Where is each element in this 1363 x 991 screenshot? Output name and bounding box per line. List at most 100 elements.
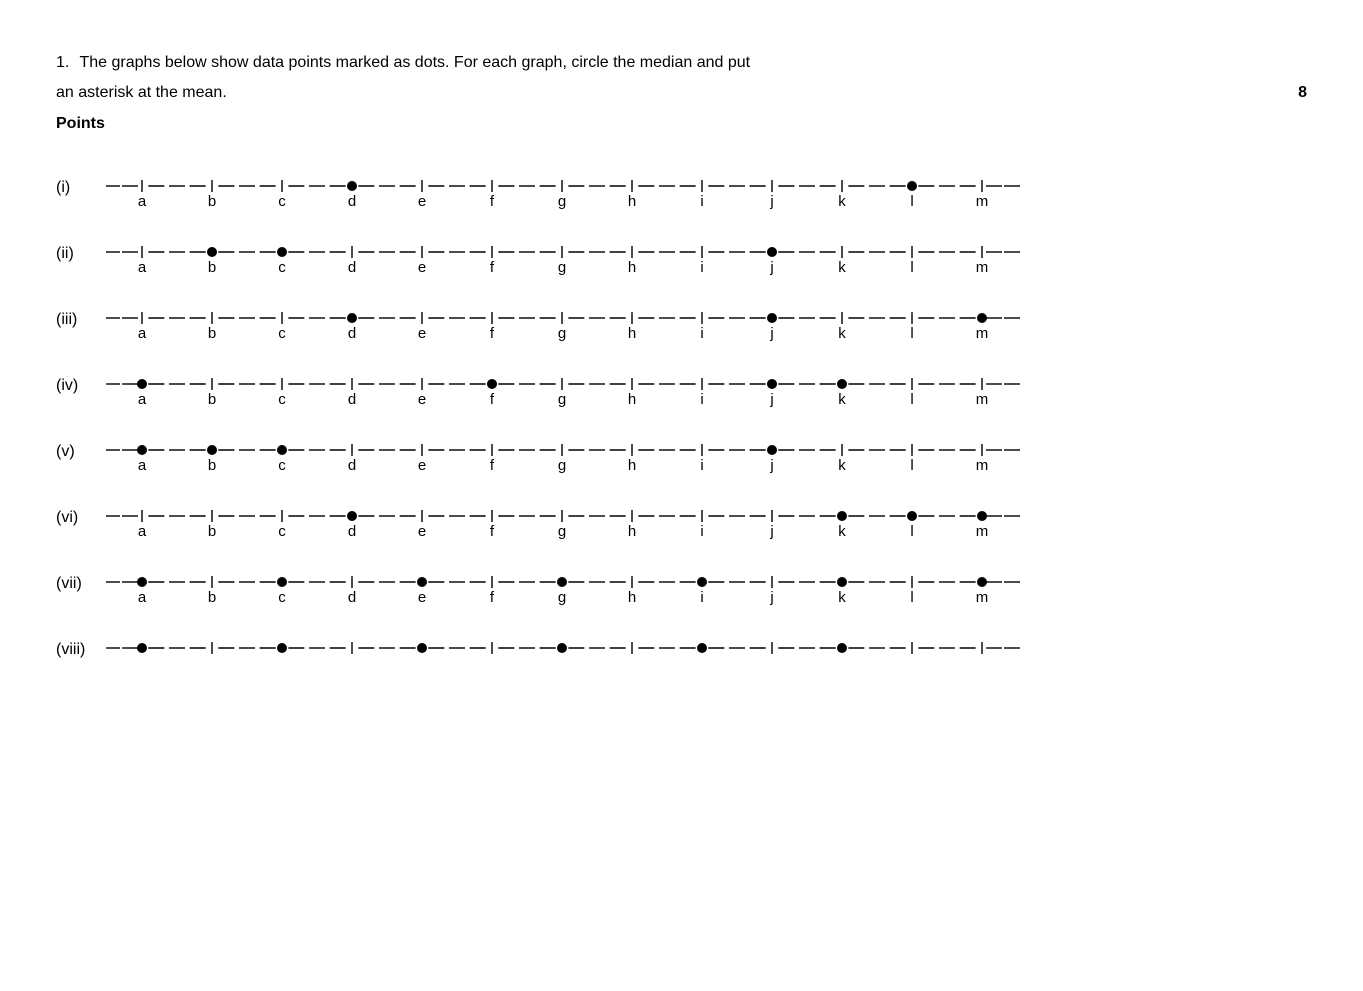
- tick-label: d: [348, 325, 356, 342]
- number-line: [106, 179, 1026, 193]
- tick-label: d: [348, 391, 356, 408]
- data-dot: [837, 511, 847, 521]
- graph-row: (viii): [56, 641, 1307, 659]
- graph-roman-label: (v): [56, 443, 106, 461]
- number-line: [106, 443, 1026, 457]
- tick-label: e: [418, 391, 426, 408]
- tick-label: j: [770, 259, 773, 276]
- tick-label: a: [138, 457, 146, 474]
- number-line: [106, 641, 1026, 655]
- tick-label: i: [700, 391, 703, 408]
- tick-label: j: [770, 457, 773, 474]
- tick-label: c: [278, 457, 286, 474]
- tick-label: e: [418, 589, 426, 606]
- tick-label: i: [700, 457, 703, 474]
- question-text-line1: The graphs below show data points marked…: [80, 54, 751, 71]
- graph-roman-label: (iv): [56, 377, 106, 395]
- tick-label: b: [208, 391, 216, 408]
- data-dot: [347, 511, 357, 521]
- data-dot: [907, 181, 917, 191]
- tick-label: g: [558, 325, 566, 342]
- tick-label: a: [138, 523, 146, 540]
- tick-label: k: [838, 589, 846, 606]
- data-dot: [977, 313, 987, 323]
- tick-label: h: [628, 193, 636, 210]
- axis-labels: abcdefghijklm: [106, 325, 1026, 345]
- axis-labels: abcdefghijklm: [106, 457, 1026, 477]
- data-dot: [767, 379, 777, 389]
- tick-label: a: [138, 589, 146, 606]
- tick-label: b: [208, 193, 216, 210]
- tick-label: l: [910, 391, 913, 408]
- data-dot: [557, 643, 567, 653]
- tick-label: b: [208, 325, 216, 342]
- tick-label: c: [278, 523, 286, 540]
- tick-label: a: [138, 325, 146, 342]
- tick-label: i: [700, 259, 703, 276]
- tick-label: b: [208, 259, 216, 276]
- data-dot: [417, 577, 427, 587]
- tick-label: d: [348, 193, 356, 210]
- tick-label: m: [976, 259, 989, 276]
- tick-label: h: [628, 589, 636, 606]
- data-dot: [347, 181, 357, 191]
- tick-label: l: [910, 523, 913, 540]
- data-dot: [487, 379, 497, 389]
- tick-label: c: [278, 391, 286, 408]
- tick-label: f: [490, 325, 494, 342]
- data-dot: [137, 643, 147, 653]
- tick-label: k: [838, 457, 846, 474]
- tick-label: a: [138, 193, 146, 210]
- tick-label: k: [838, 391, 846, 408]
- data-dot: [977, 511, 987, 521]
- data-dot: [347, 313, 357, 323]
- tick-label: j: [770, 391, 773, 408]
- graph-roman-label: (viii): [56, 641, 106, 659]
- tick-label: h: [628, 325, 636, 342]
- tick-label: h: [628, 391, 636, 408]
- data-dot: [277, 643, 287, 653]
- number-line: [106, 575, 1026, 589]
- tick-label: i: [700, 325, 703, 342]
- tick-label: l: [910, 259, 913, 276]
- tick-label: m: [976, 193, 989, 210]
- data-dot: [137, 445, 147, 455]
- graphs-container: (i)abcdefghijklm(ii)abcdefghijklm(iii)ab…: [56, 179, 1307, 659]
- data-dot: [767, 313, 777, 323]
- axis-labels: abcdefghijklm: [106, 391, 1026, 411]
- axis-wrap: abcdefghijklm: [106, 575, 1026, 589]
- graph-row: (iv)abcdefghijklm: [56, 377, 1307, 395]
- data-dot: [417, 643, 427, 653]
- number-line: [106, 377, 1026, 391]
- number-line: [106, 311, 1026, 325]
- tick-label: k: [838, 259, 846, 276]
- axis-labels: abcdefghijklm: [106, 259, 1026, 279]
- tick-label: f: [490, 589, 494, 606]
- tick-label: f: [490, 457, 494, 474]
- data-dot: [277, 247, 287, 257]
- data-dot: [207, 445, 217, 455]
- axis-wrap: abcdefghijklm: [106, 443, 1026, 457]
- tick-label: i: [700, 523, 703, 540]
- graph-roman-label: (vii): [56, 575, 106, 593]
- tick-label: h: [628, 259, 636, 276]
- tick-label: g: [558, 193, 566, 210]
- axis-wrap: abcdefghijklm: [106, 509, 1026, 523]
- data-dot: [697, 643, 707, 653]
- data-dot: [767, 445, 777, 455]
- graph-row: (vi)abcdefghijklm: [56, 509, 1307, 527]
- tick-label: m: [976, 325, 989, 342]
- axis-labels: abcdefghijklm: [106, 589, 1026, 609]
- tick-label: k: [838, 193, 846, 210]
- tick-label: m: [976, 523, 989, 540]
- tick-label: m: [976, 589, 989, 606]
- tick-label: e: [418, 259, 426, 276]
- data-dot: [697, 577, 707, 587]
- data-dot: [977, 577, 987, 587]
- number-line: [106, 245, 1026, 259]
- data-dot: [837, 379, 847, 389]
- tick-label: d: [348, 259, 356, 276]
- question-text-line2: an asterisk at the mean.: [56, 78, 227, 108]
- tick-label: f: [490, 391, 494, 408]
- tick-label: c: [278, 259, 286, 276]
